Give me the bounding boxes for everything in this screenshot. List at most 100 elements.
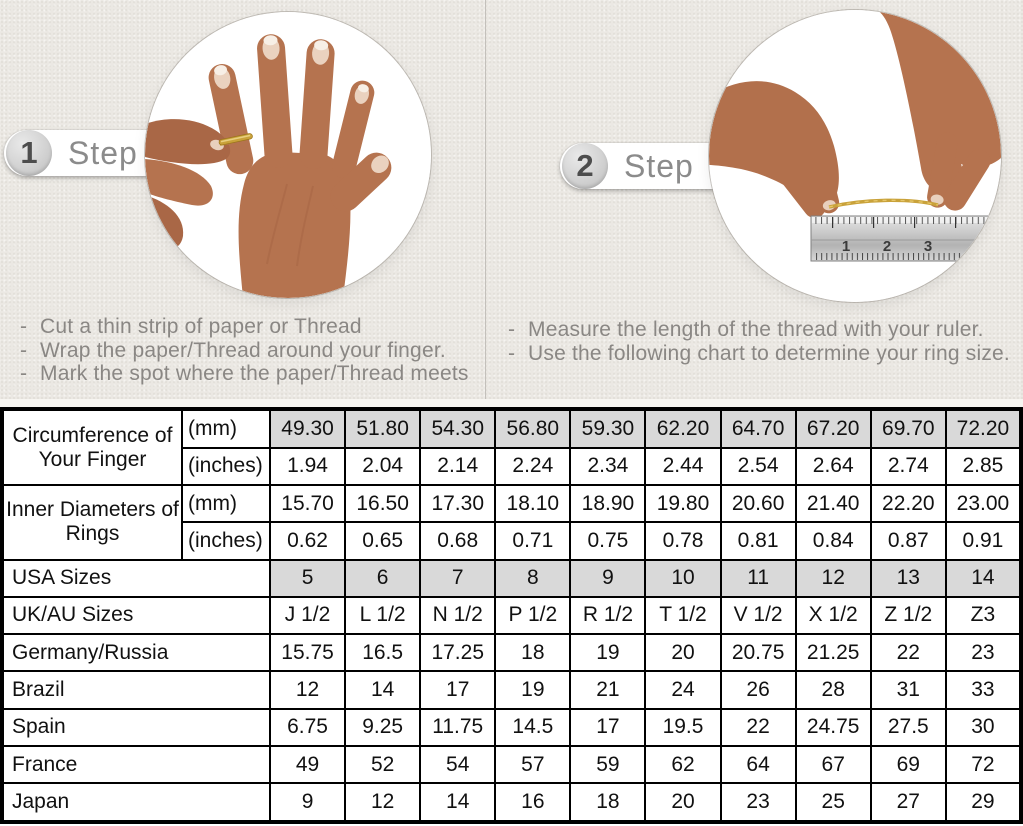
size-cell: 0.81 [719, 521, 797, 561]
size-cell: 18.10 [494, 483, 572, 524]
size-cell: 16 [494, 782, 572, 823]
size-cell: 19.80 [644, 483, 722, 524]
size-cell: 22 [719, 707, 797, 747]
size-cell: 52 [344, 744, 422, 785]
size-cell: 11.75 [419, 707, 497, 747]
size-cell: 12 [268, 670, 347, 710]
size-cell: 57 [494, 744, 572, 785]
size-cell: 20.75 [719, 633, 797, 673]
size-cell: 24.75 [794, 707, 872, 747]
size-cell: 27.5 [869, 707, 947, 747]
step2-photo: 1 2 3 [709, 10, 1001, 302]
size-cell: 62 [644, 744, 722, 785]
size-cell: 49.30 [268, 408, 347, 449]
table-row: UK/AU Sizes J 1/2 L 1/2 N 1/2 P 1/2 R 1/2 T 1/… [1, 595, 1023, 636]
size-cell: 2.04 [344, 446, 422, 487]
size-cell: 23 [719, 782, 797, 823]
size-cell: 64.70 [719, 408, 797, 449]
step2-number-badge: 2 [562, 143, 608, 189]
size-cell: 0.91 [944, 521, 1023, 561]
size-cell: 67.20 [794, 408, 872, 449]
row-label: USA Sizes [1, 558, 271, 598]
row-label: Inner Diameters of Rings [1, 484, 183, 561]
bullet-dash: - [20, 315, 28, 338]
size-cell: 8 [494, 558, 572, 598]
size-cell: J 1/2 [268, 595, 347, 636]
size-cell: 64 [719, 744, 797, 785]
bullet-dash: - [508, 341, 516, 365]
size-cell: 2.64 [794, 446, 872, 487]
size-cell: 17 [569, 707, 647, 747]
size-cell: 1.94 [268, 446, 347, 487]
size-cell: 23 [944, 633, 1023, 673]
table-row: Japan 9 12 14 16 18 20 23 25 27 29 [1, 782, 1023, 823]
step1-instructions: - Cut a thin strip of paper or Thread - Wr… [20, 315, 498, 386]
size-cell: R 1/2 [569, 595, 647, 636]
row-label: Japan [1, 782, 271, 823]
instructions-panel: 1 Step 2 Step [0, 0, 1023, 399]
bullet-dash: - [20, 338, 28, 362]
size-cell: 0.87 [869, 521, 947, 561]
size-cell: 20 [644, 633, 722, 673]
size-cell: 22 [869, 633, 947, 673]
row-label: Brazil [1, 670, 271, 710]
size-cell: 21.25 [794, 633, 872, 673]
size-cell: 6.75 [268, 707, 347, 747]
size-cell: V 1/2 [719, 595, 797, 636]
size-chart-section: Circumference of Your Finger (mm) 49.30 51.… [0, 407, 1023, 826]
table-row: (inches) 1.94 2.04 2.14 2.24 2.34 2.44 2.54 2.64… [2, 446, 1023, 487]
size-cell: 26 [719, 670, 797, 710]
size-cell: Z3 [944, 595, 1023, 636]
size-cell: T 1/2 [644, 595, 722, 636]
size-cell: 69.70 [869, 408, 947, 449]
size-cell: 69 [869, 744, 947, 785]
table-row: Germany/Russia 15.75 16.5 17.25 18 19 20 20.75 2… [1, 633, 1023, 673]
instruction-text: Use the following chart to determine you… [528, 341, 1010, 365]
ruler-icon: 1 2 3 [810, 215, 995, 262]
size-cell: 9 [569, 558, 647, 598]
size-cell: 59.30 [569, 408, 647, 449]
hands-measuring-thread-illustration: 1 2 3 [709, 10, 1001, 302]
size-cell: 12 [344, 782, 422, 823]
size-cell: 54.30 [419, 408, 497, 449]
size-cell: 16.50 [344, 483, 422, 524]
step2-instructions: - Measure the length of the thread with y… [508, 318, 1018, 365]
size-cell: 2.14 [419, 446, 497, 487]
size-cell: 29 [944, 782, 1023, 823]
size-cell: 0.75 [569, 521, 647, 561]
table-row: Brazil 12 14 17 19 21 24 26 28 31 33 [1, 670, 1023, 710]
size-cell: 14.5 [494, 707, 572, 747]
size-cell: 13 [869, 558, 947, 598]
instruction-text: Wrap the paper/Thread around your finger… [40, 338, 446, 362]
size-cell: 28 [794, 670, 872, 710]
size-cell: 51.80 [344, 408, 422, 449]
size-cell: 19 [569, 633, 647, 673]
ruler-number-2: 2 [883, 238, 891, 255]
size-cell: 0.78 [644, 521, 722, 561]
size-cell: 5 [268, 558, 347, 598]
size-cell: 2.54 [719, 446, 797, 487]
size-cell: 6 [344, 558, 422, 598]
size-cell: 27 [869, 782, 947, 823]
size-cell: 0.68 [419, 521, 497, 561]
instruction-line: - Wrap the paper/Thread around your finge… [20, 339, 498, 363]
bullet-dash: - [20, 362, 28, 385]
size-cell: 21 [569, 670, 647, 710]
step1-label: Step [68, 134, 138, 171]
instruction-line: - Measure the length of the thread with y… [508, 318, 1018, 342]
size-cell: 11 [719, 558, 797, 598]
table-row: Inner Diameters of Rings (mm) 15.70 16.50 17… [1, 483, 1023, 561]
size-cell: 2.24 [494, 446, 572, 487]
unit-label: (mm) [181, 408, 271, 449]
size-cell: 14 [944, 558, 1023, 598]
size-cell: 15.70 [268, 483, 347, 524]
size-cell: 31 [869, 670, 947, 710]
panel-divider [485, 0, 486, 399]
size-cell: 19.5 [644, 707, 722, 747]
size-cell: 10 [644, 558, 722, 598]
size-cell: P 1/2 [494, 595, 572, 636]
size-cell: 20.60 [719, 483, 797, 524]
row-label: Spain [1, 707, 271, 747]
size-cell: N 1/2 [419, 595, 497, 636]
